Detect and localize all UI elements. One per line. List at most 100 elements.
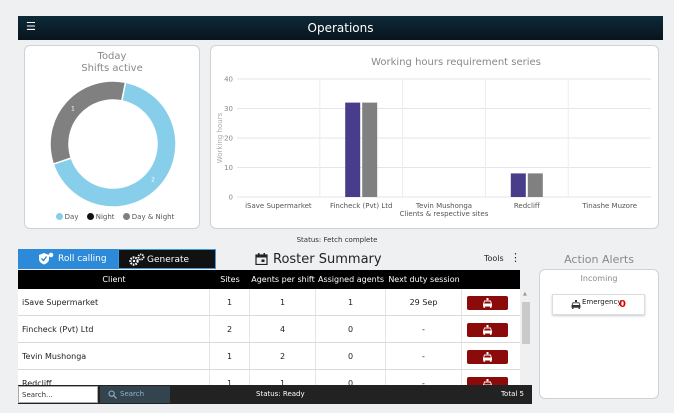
- cell-client: Tevin Mushonga: [18, 343, 210, 369]
- cell-next-duty: -: [386, 316, 462, 342]
- search-button-label: Search: [120, 390, 145, 398]
- cell-next-duty: 29 Sep: [386, 289, 462, 315]
- emergency-count: 0: [619, 299, 626, 310]
- bottom-status-bar: Search Status: Ready Total 5: [18, 385, 532, 404]
- cell-client: iSave Supermarket: [18, 289, 210, 315]
- shifts-donut-chart: 21: [49, 80, 177, 208]
- vehicle-alert-icon: [482, 298, 493, 308]
- calendar-icon: [255, 253, 268, 265]
- y-tick-label: 10: [224, 164, 233, 172]
- cell-action: [462, 370, 520, 385]
- dispatch-button[interactable]: [467, 377, 508, 385]
- bar-1-fincheck-pvt-ltd[interactable]: [362, 102, 378, 197]
- search-button[interactable]: Search: [100, 386, 170, 403]
- col-next-duty-session[interactable]: Next duty session: [388, 275, 460, 284]
- table-row[interactable]: Tevin Mushonga 1 2 0 -: [18, 343, 520, 370]
- donut-slice-label: 2: [151, 176, 155, 183]
- dispatch-button[interactable]: [467, 296, 508, 310]
- roster-table: Client Sites Agents per shift Assigned a…: [18, 270, 520, 385]
- y-tick-label: 0: [229, 194, 233, 202]
- action-alerts-panel: Incoming Emergency 0: [539, 269, 659, 399]
- vehicle-alert-icon: [482, 325, 493, 335]
- vehicle-alert-icon: [482, 352, 493, 362]
- legend-night-dot: [86, 213, 94, 220]
- search-icon: [108, 390, 117, 399]
- tools-menu[interactable]: Tools: [484, 254, 504, 263]
- cell-action: [462, 289, 520, 315]
- scrollbar-thumb[interactable]: [522, 302, 530, 344]
- cell-agents-per-shift: 2: [250, 343, 316, 369]
- bar-0-fincheck-pvt-ltd[interactable]: [345, 102, 361, 197]
- cell-agents-per-shift: 1: [250, 289, 316, 315]
- cell-assigned-agents: 1: [316, 289, 386, 315]
- cell-action: [462, 343, 520, 369]
- cell-next-duty: -: [386, 343, 462, 369]
- chart-title: Working hours requirement series: [371, 57, 541, 68]
- cell-next-duty: -: [386, 370, 462, 385]
- y-tick-label: 40: [224, 76, 233, 84]
- title-bar: ☰ Operations: [18, 16, 663, 40]
- legend-day-dot: [55, 213, 63, 220]
- hamburger-icon[interactable]: ☰: [26, 20, 36, 33]
- kebab-menu-icon[interactable]: ⋮: [510, 251, 521, 264]
- tab-roll-calling[interactable]: Roll calling: [18, 249, 118, 269]
- cell-assigned-agents: 0: [316, 370, 386, 385]
- x-tick-label: Tevin Mushonga: [415, 202, 472, 210]
- fetch-status: Status: Fetch complete: [296, 236, 378, 244]
- cell-agents-per-shift: 4: [250, 316, 316, 342]
- app-title: Operations: [307, 21, 374, 35]
- cell-sites: 1: [210, 289, 250, 315]
- legend-night: Night: [95, 213, 115, 221]
- total-count: Total 5: [500, 390, 524, 398]
- action-alerts-title: Action Alerts: [564, 253, 634, 266]
- vehicle-alert-icon: [571, 300, 581, 309]
- donut-slice-day-night[interactable]: [49, 80, 127, 165]
- dispatch-button[interactable]: [467, 350, 508, 364]
- col-client[interactable]: Client: [102, 275, 126, 284]
- today-title: Today: [97, 51, 127, 62]
- x-tick-label: iSave Supermarket: [245, 202, 312, 210]
- vehicle-alert-icon: [483, 379, 492, 385]
- x-tick-label: Fincheck (Pvt) Ltd: [330, 202, 393, 210]
- bar-0-redcliff[interactable]: [510, 173, 526, 197]
- tab-generate-roster[interactable]: Generate roster: [118, 249, 216, 285]
- y-axis-label: Working hours: [216, 112, 224, 163]
- scroll-up-arrow-icon[interactable]: ▲: [523, 291, 527, 297]
- col-assigned-agents[interactable]: Assigned agents: [318, 275, 384, 284]
- table-row[interactable]: Redcliff 1 1 0 -: [18, 370, 520, 385]
- donut-legend: Day Night Day & Night: [25, 213, 199, 221]
- emergency-alert-button[interactable]: Emergency 0: [552, 294, 645, 315]
- cell-sites: 2: [210, 316, 250, 342]
- legend-day-night: Day & Night: [131, 213, 175, 221]
- donut-slice-label: 1: [71, 106, 75, 113]
- col-agents-per-shift[interactable]: Agents per shift: [251, 275, 315, 284]
- cell-agents-per-shift: 1: [250, 370, 316, 385]
- gears-icon: [129, 253, 145, 266]
- incoming-label: Incoming: [580, 274, 618, 283]
- emergency-label: Emergency: [582, 298, 622, 306]
- legend-daynight-dot: [122, 213, 130, 220]
- cell-client: Redcliff: [18, 370, 210, 385]
- donut-slice-day[interactable]: [52, 81, 177, 208]
- today-subtitle: Shifts active: [81, 63, 143, 74]
- shield-check-icon: [39, 252, 54, 265]
- x-tick-label: Tinashe Muzore: [581, 202, 637, 210]
- search-input[interactable]: [18, 386, 98, 403]
- table-scrollbar[interactable]: ▲: [520, 289, 532, 385]
- dispatch-button[interactable]: [467, 323, 508, 337]
- y-tick-label: 30: [224, 105, 233, 113]
- x-axis-label: Clients & respective sites: [400, 210, 489, 218]
- table-header: Client Sites Agents per shift Assigned a…: [18, 270, 520, 289]
- table-row[interactable]: Fincheck (Pvt) Ltd 2 4 0 -: [18, 316, 520, 343]
- working-hours-chart-card: Working hours requirement series 0 10 20 30 4…: [210, 45, 659, 229]
- bar-1-redcliff[interactable]: [527, 173, 543, 197]
- cell-assigned-agents: 0: [316, 343, 386, 369]
- tab-roll-calling-label: Roll calling: [58, 254, 107, 264]
- cell-sites: 1: [210, 370, 250, 385]
- working-hours-bar-chart: Working hours requirement series 0 10 20 30 4…: [216, 57, 651, 218]
- legend-day: Day: [64, 213, 79, 221]
- y-tick-label: 20: [224, 135, 233, 143]
- col-sites[interactable]: Sites: [220, 275, 240, 284]
- table-row[interactable]: iSave Supermarket 1 1 1 29 Sep: [18, 289, 520, 316]
